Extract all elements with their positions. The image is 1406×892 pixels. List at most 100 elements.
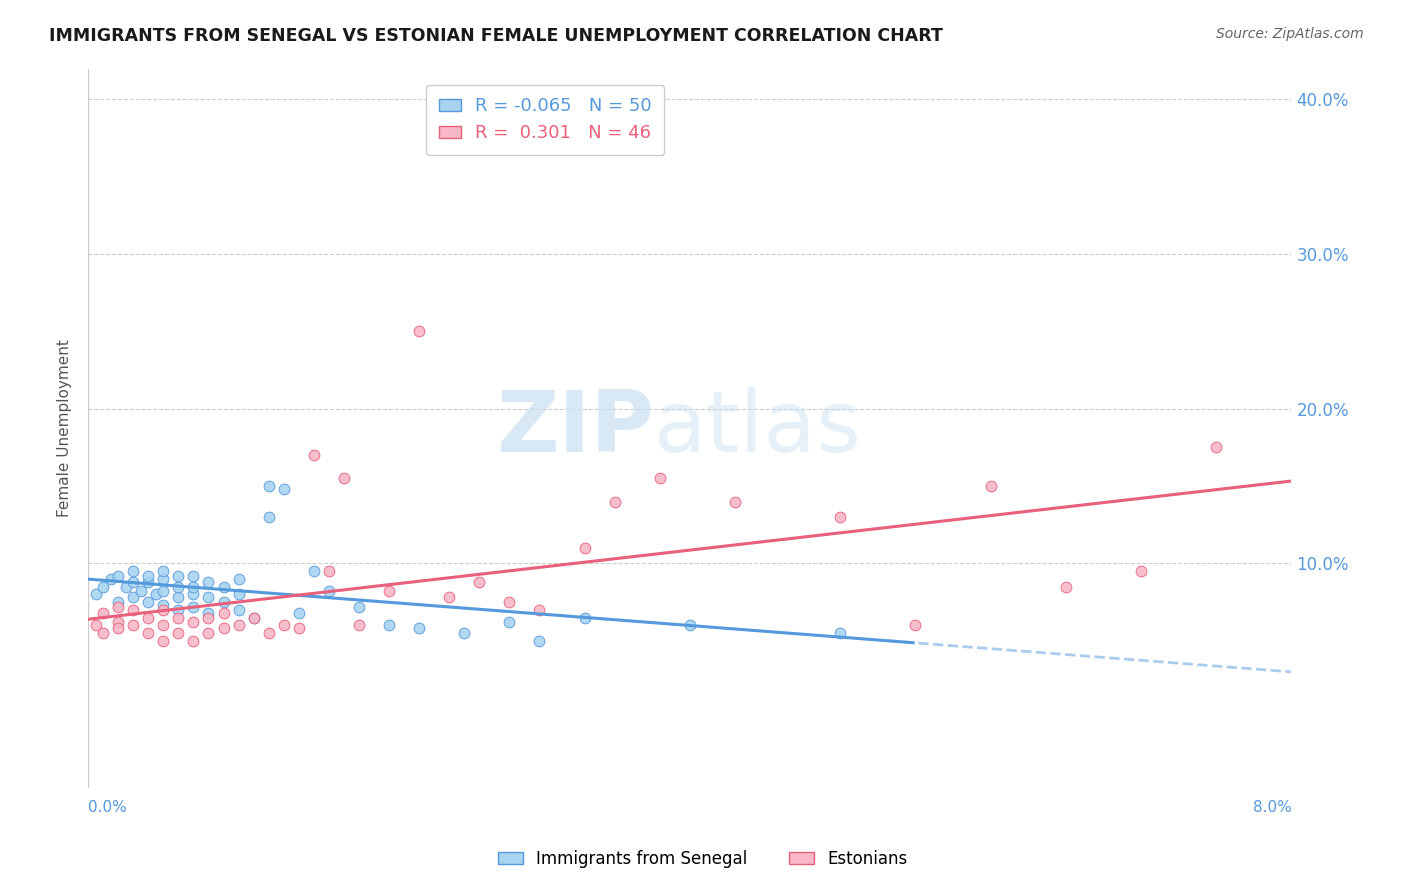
Point [408, 622, 430, 636]
Point [574, 610, 596, 624]
Point [145, 587, 167, 601]
Point [152, 633, 174, 648]
Point [122, 575, 145, 590]
Point [91, 580, 114, 594]
Point [152, 584, 174, 599]
Point [228, 603, 250, 617]
Point [152, 599, 174, 613]
Point [437, 591, 460, 605]
Point [136, 610, 159, 624]
Point [107, 615, 129, 630]
Point [183, 599, 205, 614]
Point [122, 603, 145, 617]
Point [904, 618, 927, 632]
Point [183, 633, 205, 648]
Point [167, 626, 190, 640]
Point [830, 510, 852, 524]
Point [228, 587, 250, 601]
Point [980, 479, 1002, 493]
Text: 8.0%: 8.0% [1253, 800, 1292, 815]
Point [167, 580, 190, 594]
Point [136, 595, 159, 609]
Point [212, 622, 235, 636]
Point [603, 494, 626, 508]
Point [724, 494, 747, 508]
Point [1130, 564, 1153, 578]
Point [529, 603, 551, 617]
Point [167, 569, 190, 583]
Point [91, 626, 114, 640]
Point [84, 587, 107, 601]
Text: 0.0%: 0.0% [89, 800, 127, 815]
Point [136, 575, 159, 590]
Point [167, 603, 190, 617]
Point [408, 325, 430, 339]
Legend: Immigrants from Senegal, Estonians: Immigrants from Senegal, Estonians [492, 844, 914, 875]
Point [152, 572, 174, 586]
Point [183, 569, 205, 583]
Point [242, 610, 264, 624]
Point [468, 575, 491, 590]
Point [242, 610, 264, 624]
Point [212, 606, 235, 620]
Point [378, 618, 401, 632]
Legend: R = -0.065   N = 50, R =  0.301   N = 46: R = -0.065 N = 50, R = 0.301 N = 46 [426, 85, 665, 155]
Point [679, 618, 702, 632]
Text: Source: ZipAtlas.com: Source: ZipAtlas.com [1216, 27, 1364, 41]
Text: IMMIGRANTS FROM SENEGAL VS ESTONIAN FEMALE UNEMPLOYMENT CORRELATION CHART: IMMIGRANTS FROM SENEGAL VS ESTONIAN FEMA… [49, 27, 943, 45]
Point [183, 580, 205, 594]
Point [129, 584, 152, 599]
Point [107, 622, 129, 636]
Point [1054, 580, 1077, 594]
Point [318, 564, 340, 578]
Point [122, 618, 145, 632]
Point [167, 591, 190, 605]
Point [114, 580, 136, 594]
Point [287, 622, 309, 636]
Point [498, 595, 520, 609]
Point [84, 618, 107, 632]
Point [152, 618, 174, 632]
Y-axis label: Female Unemployment: Female Unemployment [58, 339, 72, 517]
Point [212, 595, 235, 609]
Point [183, 615, 205, 630]
Point [1205, 441, 1227, 455]
Point [830, 626, 852, 640]
Point [183, 587, 205, 601]
Point [152, 564, 174, 578]
Point [257, 510, 280, 524]
Point [302, 564, 325, 578]
Point [107, 569, 129, 583]
Point [136, 626, 159, 640]
Point [91, 606, 114, 620]
Point [257, 626, 280, 640]
Point [529, 633, 551, 648]
Point [287, 606, 309, 620]
Point [212, 580, 235, 594]
Point [648, 471, 671, 485]
Point [273, 618, 295, 632]
Point [197, 626, 219, 640]
Point [197, 591, 219, 605]
Point [574, 541, 596, 555]
Point [197, 610, 219, 624]
Point [453, 626, 475, 640]
Point [107, 599, 129, 614]
Text: atlas: atlas [654, 386, 862, 469]
Point [152, 603, 174, 617]
Point [122, 564, 145, 578]
Point [107, 595, 129, 609]
Point [347, 618, 370, 632]
Point [318, 584, 340, 599]
Point [197, 606, 219, 620]
Point [347, 599, 370, 614]
Point [197, 575, 219, 590]
Point [273, 482, 295, 496]
Point [228, 572, 250, 586]
Point [378, 584, 401, 599]
Point [333, 471, 356, 485]
Point [136, 569, 159, 583]
Text: ZIP: ZIP [496, 386, 654, 469]
Point [122, 591, 145, 605]
Point [228, 618, 250, 632]
